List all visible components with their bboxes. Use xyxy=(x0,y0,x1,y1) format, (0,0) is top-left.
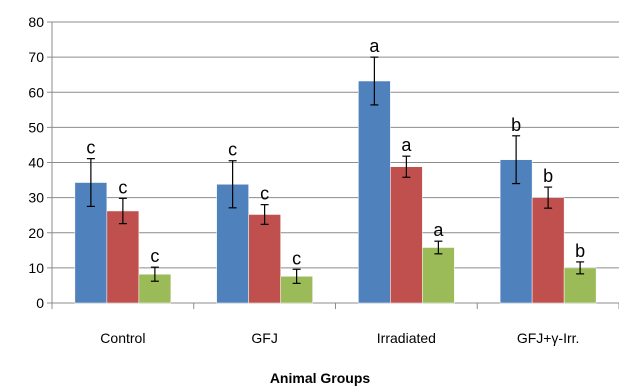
x-axis-title: Animal Groups xyxy=(270,370,371,386)
bar xyxy=(531,197,565,304)
y-tick-label: 20 xyxy=(28,225,44,241)
significance-label: c xyxy=(260,184,269,204)
axes: 0 10 20 30 40 50 60 70 80 Control GFJ Irradiated GFJ… xyxy=(28,14,619,346)
significance-label: c xyxy=(86,138,95,158)
bar xyxy=(422,247,455,304)
bar xyxy=(248,214,281,304)
y-tick-label: 40 xyxy=(28,155,44,171)
significance-label: a xyxy=(433,220,444,240)
x-category-label: GFJ xyxy=(251,330,277,346)
significance-label: c xyxy=(228,140,237,160)
x-category-label: GFJ+γ-Irr. xyxy=(517,330,580,346)
x-category-label: Irradiated xyxy=(377,330,436,346)
bar xyxy=(358,80,391,304)
y-tick-label: 30 xyxy=(28,190,44,206)
significance-label: b xyxy=(511,115,521,135)
bar xyxy=(390,166,423,304)
significance-label: c xyxy=(150,246,159,266)
y-tick-label: 50 xyxy=(28,119,44,135)
labels: c c c c c c a a a b b b xyxy=(86,36,585,268)
y-tick-label: 0 xyxy=(36,295,44,311)
bar xyxy=(106,210,140,304)
significance-label: a xyxy=(401,135,412,155)
bar xyxy=(138,273,172,304)
significance-label: b xyxy=(543,166,553,186)
grid-lines xyxy=(52,21,619,269)
significance-label: b xyxy=(575,241,585,261)
y-tick-label: 70 xyxy=(28,49,44,65)
significance-label: c xyxy=(118,177,127,197)
error-bars xyxy=(86,56,585,284)
significance-label: a xyxy=(369,36,380,56)
y-tick-label: 60 xyxy=(28,84,44,100)
y-tick-label: 10 xyxy=(28,260,44,276)
x-category-label: Control xyxy=(100,330,145,346)
y-tick-label: 80 xyxy=(28,14,44,30)
significance-label: c xyxy=(292,248,301,268)
